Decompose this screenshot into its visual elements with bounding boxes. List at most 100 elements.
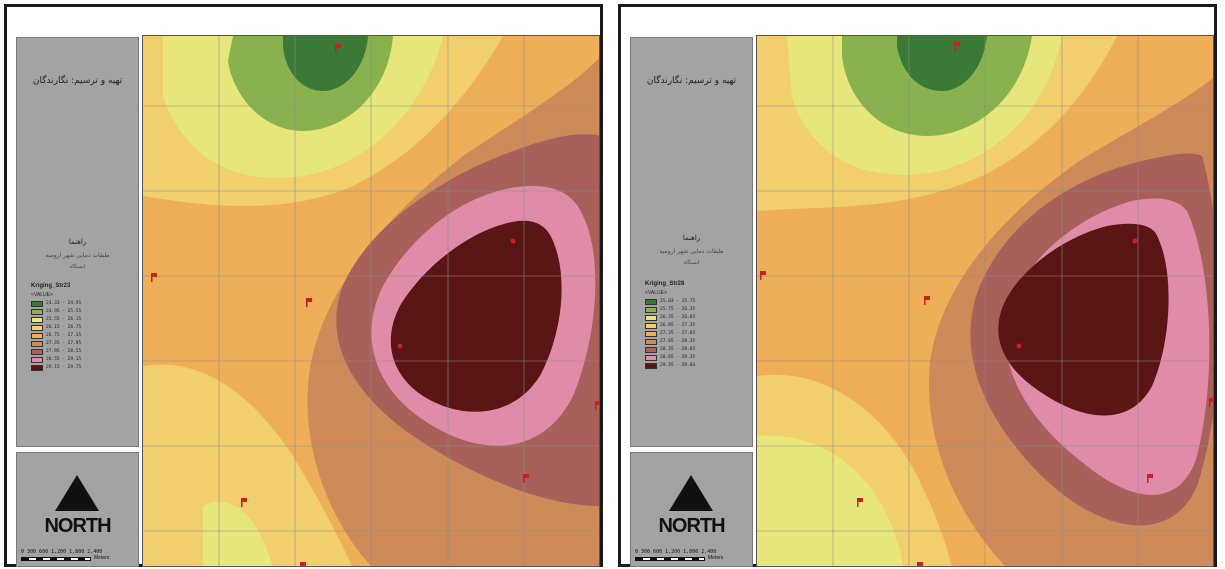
scale-bar-unit: Meters [94,555,110,561]
legend-sidebar: تهیه و ترسیم: نگارندگان راهنما طبقات دما… [16,37,139,447]
legend-swatch [31,356,43,363]
kriging-map [756,35,1214,567]
legend-station-note: ایستگاه [683,260,700,266]
scale-bar [21,557,91,561]
legend-class-label: 26.75 - 27.35 [46,333,82,338]
map-credit: تهیه و ترسیم: نگارندگان [32,76,123,86]
legend-class-row: 29.15 - 29.75 [31,364,81,371]
legend-class-label: 29.15 - 29.75 [46,365,82,370]
legend-swatch [31,308,43,315]
class-zone [757,435,903,566]
legend-class-row: 29.35 - 29.84 [645,362,695,369]
legend-class-row: 25.55 - 26.15 [31,316,81,323]
legend-class-label: 27.95 - 28.55 [46,349,82,354]
legend-class-row: 25.03 - 25.75 [645,298,695,305]
legend-class-label: 27.85 - 28.35 [660,339,696,344]
legend-swatch [31,316,43,323]
legend-swatch [645,314,657,321]
legend-class-label: 26.85 - 27.35 [660,323,696,328]
north-arrow-icon [55,475,99,511]
legend-swatch [31,364,43,371]
station-flag-icon [523,474,529,483]
legend-class-label: 24.95 - 25.55 [46,309,82,314]
legend-swatch [645,322,657,329]
legend-swatch [645,338,657,345]
kriging-surface [143,36,599,566]
legend-subtitle: طبقات دمایی شهر ارومیه [45,252,110,259]
north-scale-box: NORTH 0 300 600 1,200 1,800 2,400 Meters [630,452,753,567]
legend-class-label: 26.15 - 26.75 [46,325,82,330]
legend-swatch [31,332,43,339]
legend-class-row: 27.35 - 27.85 [645,330,695,337]
station-point [1016,343,1022,349]
station-flag-icon [760,271,766,280]
station-flag-icon [917,562,923,566]
scale-bar-numbers: 0 300 600 1,200 1,800 2,400 [635,549,717,555]
station-point [1132,238,1138,244]
legend-field-label: <VALUE> [31,292,53,298]
north-arrow-icon [669,475,713,511]
legend-swatch [31,340,43,347]
legend-swatch [645,354,657,361]
station-flag-icon [1147,474,1153,483]
legend-class-label: 25.03 - 25.75 [660,299,696,304]
station-point [397,343,403,349]
north-label: NORTH [658,515,725,537]
kriging-map [142,35,600,567]
legend-class-label: 27.35 - 27.95 [46,341,82,346]
legend-class-row: 28.55 - 29.15 [31,356,81,363]
legend-class-row: 26.75 - 27.35 [31,332,81,339]
legend-class-label: 28.85 - 29.35 [660,355,696,360]
station-flag-icon [306,298,312,307]
legend-swatch [645,330,657,337]
legend-class-label: 29.35 - 29.84 [660,363,696,368]
legend-class-row: 26.85 - 27.35 [645,322,695,329]
legend-class-row: 27.85 - 28.35 [645,338,695,345]
station-flag-icon [954,42,960,51]
legend-class-label: 28.55 - 29.15 [46,357,82,362]
legend-station-note: ایستگاه [69,264,86,270]
scale-bar-numbers: 0 300 600 1,200 1,800 2,400 [21,549,103,555]
map-credit: تهیه و ترسیم: نگارندگان [646,76,737,86]
class-zone [897,36,987,91]
station-flag-icon [300,562,306,566]
scale-bar-unit: Meters [708,555,724,561]
station-flag-icon [1209,398,1213,407]
legend-class-row: 27.35 - 27.95 [31,340,81,347]
legend-title: راهنما [682,234,701,242]
legend-layer-name: Kriging_Str23 [31,283,71,289]
legend-subtitle: طبقات دمایی شهر ارومیه [659,248,724,255]
map-panel-right: تهیه و ترسیم: نگارندگان راهنما طبقات دما… [618,4,1217,567]
station-flag-icon [241,498,247,507]
station-flag-icon [857,498,863,507]
station-flag-icon [151,273,157,282]
legend-class-row: 26.15 - 26.75 [31,324,81,331]
legend-class-row: 28.85 - 29.35 [645,354,695,361]
north-label: NORTH [44,515,111,537]
kriging-surface [757,36,1213,566]
legend-swatch [645,298,657,305]
legend-field-label: <VALUE> [645,290,667,296]
legend-swatch [31,348,43,355]
map-grid [757,36,1213,566]
legend-layer-name: Kriging_Str28 [645,281,685,287]
class-zone [390,220,562,412]
legend-class-row: 24.33 - 24.95 [31,300,81,307]
legend-swatch [645,346,657,353]
legend-class-label: 28.35 - 28.85 [660,347,696,352]
legend-class-label: 26.35 - 26.85 [660,315,696,320]
class-zone [283,36,368,91]
station-flag-icon [595,401,599,410]
legend-class-label: 25.55 - 26.15 [46,317,82,322]
legend-title: راهنما [68,238,87,246]
legend-class-label: 24.33 - 24.95 [46,301,82,306]
scale-bar [635,557,705,561]
legend-class-label: 25.75 - 26.35 [660,307,696,312]
class-zone [143,364,353,566]
station-flag-icon [924,296,930,305]
legend-class-label: 27.35 - 27.85 [660,331,696,336]
station-markers [151,44,599,566]
station-point [510,238,516,244]
legend-swatch [31,300,43,307]
legend-class-row: 27.95 - 28.55 [31,348,81,355]
